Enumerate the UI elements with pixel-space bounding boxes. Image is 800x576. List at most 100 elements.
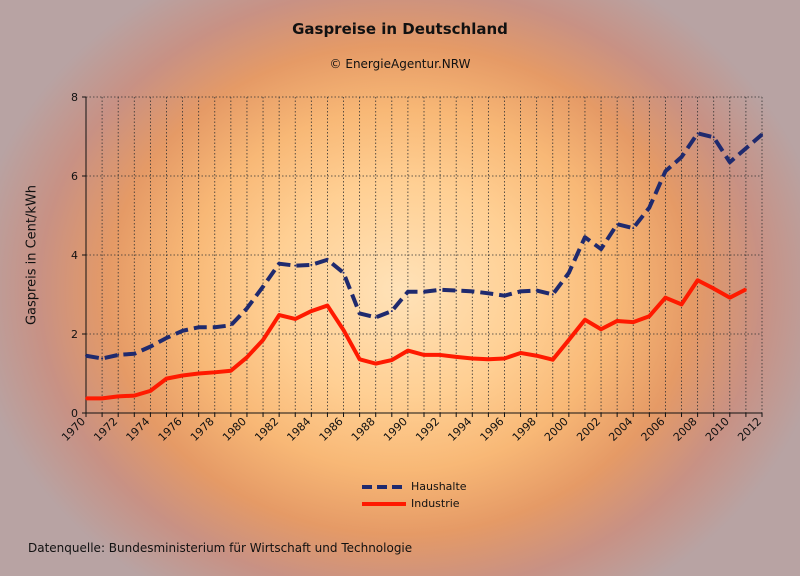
x-tick-label: 1980 — [220, 415, 249, 444]
data-point-industrie — [648, 315, 651, 318]
x-tick-label: 1978 — [188, 415, 217, 444]
data-point-haushalte — [85, 354, 87, 357]
data-point-haushalte — [294, 264, 297, 267]
data-point-haushalte — [439, 288, 442, 291]
x-tick-label: 1992 — [413, 415, 442, 444]
data-point-industrie — [197, 372, 200, 375]
legend: Haushalte Industrie — [362, 478, 467, 512]
data-point-industrie — [374, 362, 377, 365]
data-point-haushalte — [744, 147, 747, 150]
x-tick-label: 1976 — [156, 415, 185, 444]
data-point-industrie — [342, 329, 345, 332]
data-point-industrie — [245, 356, 248, 359]
data-point-haushalte — [616, 223, 619, 226]
y-tick-label: 2 — [71, 328, 78, 341]
x-tick-label: 1994 — [445, 415, 474, 444]
series-lines — [85, 131, 764, 401]
chart-subtitle: © EnergieAgentur.NRW — [329, 57, 471, 71]
x-tick-label: 1982 — [252, 415, 281, 444]
y-axis-label: Gaspreis in Cent/kWh — [24, 184, 40, 326]
x-tick-label: 2006 — [639, 415, 668, 444]
data-point-industrie — [455, 355, 458, 358]
data-point-haushalte — [583, 236, 586, 239]
data-point-industrie — [712, 287, 715, 290]
data-point-haushalte — [423, 290, 425, 293]
data-point-haushalte — [358, 312, 361, 315]
data-point-industrie — [326, 304, 329, 307]
data-point-haushalte — [696, 132, 699, 135]
data-point-industrie — [487, 358, 490, 361]
legend-label-haushalte: Haushalte — [411, 480, 467, 493]
data-point-industrie — [117, 395, 120, 398]
data-point-haushalte — [390, 310, 393, 313]
chart-title: Gaspreise in Deutschland — [292, 20, 508, 38]
data-point-haushalte — [245, 307, 248, 310]
data-point-industrie — [133, 394, 136, 397]
data-point-haushalte — [262, 285, 265, 288]
x-tick-label: 2008 — [671, 415, 700, 444]
x-tick-label: 2000 — [542, 415, 571, 444]
data-point-haushalte — [761, 133, 763, 136]
legend-label-industrie: Industrie — [411, 497, 460, 510]
data-point-industrie — [519, 351, 522, 354]
y-tick-label: 8 — [71, 91, 78, 104]
x-tick-label: 1996 — [478, 415, 507, 444]
data-point-haushalte — [342, 271, 345, 274]
data-point-industrie — [423, 353, 425, 356]
data-point-haushalte — [535, 289, 538, 292]
data-point-industrie — [101, 397, 104, 400]
data-point-haushalte — [487, 292, 490, 295]
series-line-industrie — [86, 278, 747, 401]
grid — [85, 96, 763, 413]
legend-item-industrie: Industrie — [362, 495, 467, 512]
data-point-haushalte — [664, 170, 667, 173]
legend-swatch-haushalte — [362, 484, 406, 489]
data-point-industrie — [471, 357, 474, 360]
data-point-industrie — [664, 296, 667, 299]
data-point-industrie — [680, 303, 683, 306]
data-point-industrie — [696, 279, 699, 282]
legend-swatch-industrie — [362, 501, 406, 506]
data-point-haushalte — [712, 136, 715, 139]
data-point-industrie — [551, 358, 554, 361]
data-point-industrie — [181, 374, 184, 377]
data-point-haushalte — [600, 248, 603, 251]
data-point-industrie — [358, 358, 361, 361]
y-tick-label: 6 — [71, 170, 78, 183]
data-point-haushalte — [101, 357, 104, 360]
data-point-haushalte — [229, 324, 232, 327]
legend-item-haushalte: Haushalte — [362, 478, 467, 495]
data-point-haushalte — [213, 326, 216, 329]
data-point-industrie — [262, 338, 265, 341]
y-tick-label: 0 — [71, 407, 78, 420]
y-tick-label: 4 — [71, 249, 78, 262]
x-tick-label: 2012 — [735, 415, 764, 444]
x-tick-label: 1990 — [381, 415, 410, 444]
data-point-industrie — [149, 389, 152, 392]
data-source-note: Datenquelle: Bundesministerium für Wirts… — [28, 541, 413, 555]
data-point-industrie — [583, 318, 586, 321]
data-point-haushalte — [519, 290, 522, 293]
data-point-haushalte — [503, 294, 506, 297]
data-point-industrie — [632, 321, 635, 324]
data-point-industrie — [294, 317, 297, 320]
data-point-industrie — [229, 369, 232, 372]
data-point-haushalte — [326, 258, 329, 261]
x-tick-label: 1984 — [284, 415, 313, 444]
data-point-industrie — [744, 288, 747, 291]
axes — [82, 96, 763, 417]
data-point-haushalte — [455, 289, 458, 292]
data-point-haushalte — [471, 290, 474, 293]
data-point-industrie — [600, 328, 603, 331]
x-tick-label: 1972 — [91, 415, 120, 444]
data-point-haushalte — [278, 262, 281, 265]
data-point-haushalte — [551, 293, 554, 296]
data-point-industrie — [85, 397, 87, 400]
data-point-industrie — [390, 359, 393, 362]
data-point-haushalte — [632, 227, 635, 230]
x-tick-label: 2010 — [703, 415, 732, 444]
data-point-haushalte — [133, 352, 136, 355]
